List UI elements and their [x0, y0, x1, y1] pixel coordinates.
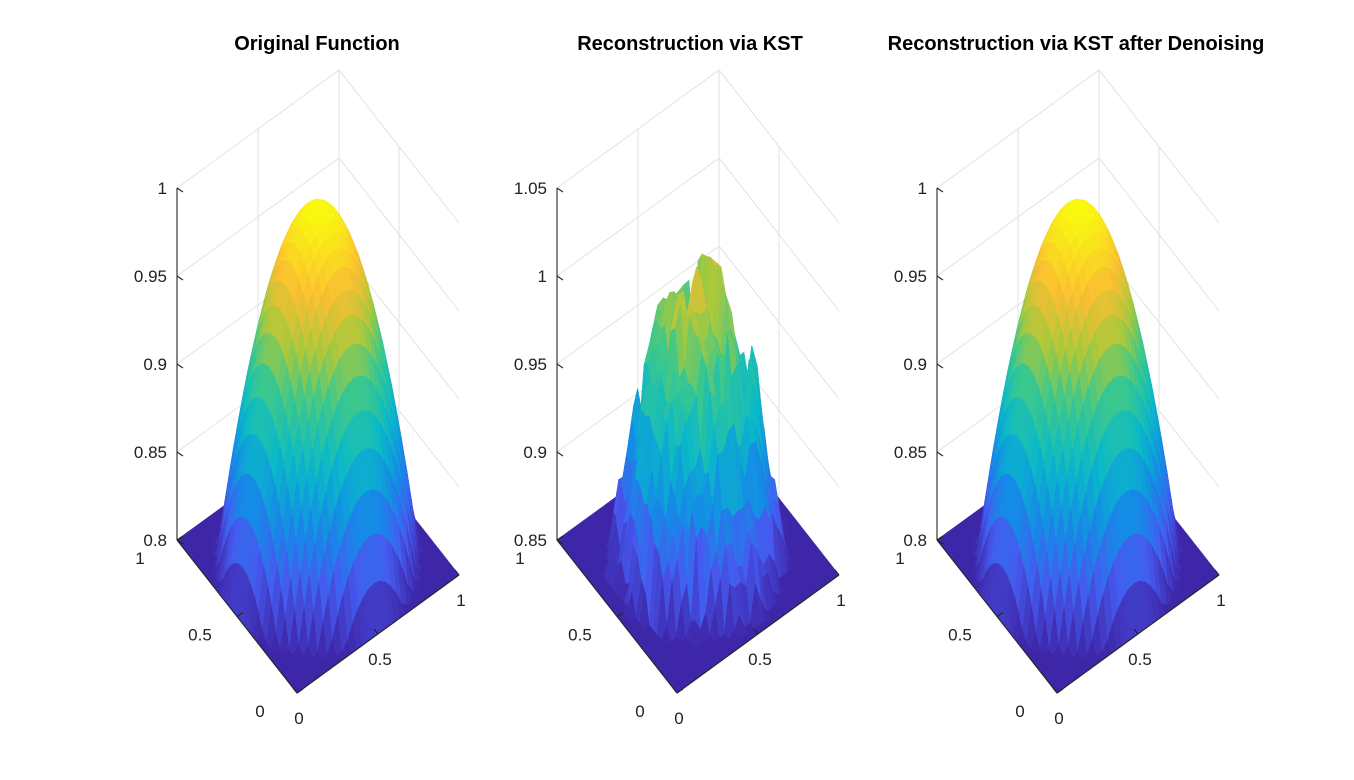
z-tick-label: 0.9 — [523, 443, 547, 462]
z-tick-label: 1.05 — [514, 179, 547, 198]
x-tick-label: 0.5 — [748, 650, 772, 669]
chart-title: Original Function — [234, 33, 400, 55]
x-tick-label: 0 — [674, 709, 683, 728]
y-tick-label: 0.5 — [188, 626, 212, 645]
z-tick-label: 0.95 — [134, 267, 167, 286]
z-tick-label: 0.85 — [894, 443, 927, 462]
chart-panel-2: Reconstruction via KST0.850.90.9511.0500… — [514, 33, 846, 728]
chart-panel-1: Original Function0.80.850.90.95100.5100.… — [134, 33, 466, 728]
surface — [176, 198, 460, 694]
x-tick-label: 0.5 — [368, 650, 392, 669]
axes: 0.8 0.85 0.9 0.95 1 0 0.5 1 0 0.5 1 — [894, 179, 1226, 728]
x-tick-label: 1 — [836, 591, 845, 610]
z-tick-label: 1 — [918, 179, 927, 198]
chart-title: Reconstruction via KST — [577, 33, 803, 55]
y-tick-label: 0 — [255, 702, 264, 721]
chart-title: Reconstruction via KST after Denoising — [888, 33, 1265, 55]
x-tick-label: 0 — [294, 709, 303, 728]
chart-panel-3: Reconstruction via KST after Denoising 0.… — [888, 33, 1265, 728]
axes: 0.8 0.85 0.9 0.95 1 0 0.5 1 0 0.5 1 — [134, 179, 466, 728]
z-tick-label: 0.85 — [514, 531, 547, 550]
y-tick-label: 0.5 — [948, 626, 972, 645]
y-tick-label: 1 — [895, 549, 904, 568]
axes: 0.85 0.9 0.95 1 1.05 0 0.5 1 0 0.5 1 — [514, 179, 846, 728]
z-tick-label: 0.9 — [143, 355, 167, 374]
y-tick-label: 1 — [135, 549, 144, 568]
y-tick-label: 1 — [515, 549, 524, 568]
z-tick-label: 1 — [538, 267, 547, 286]
z-tick-label: 0.95 — [894, 267, 927, 286]
z-tick-label: 0.9 — [903, 355, 927, 374]
z-tick-label: 0.95 — [514, 355, 547, 374]
x-tick-label: 1 — [1216, 591, 1225, 610]
y-tick-label: 0.5 — [568, 626, 592, 645]
surface — [936, 198, 1220, 694]
z-tick-label: 0.8 — [143, 531, 167, 550]
z-tick-label: 0.8 — [903, 531, 927, 550]
y-tick-label: 0 — [1015, 702, 1024, 721]
x-tick-label: 1 — [456, 591, 465, 610]
x-tick-label: 0.5 — [1128, 650, 1152, 669]
z-tick-label: 1 — [158, 179, 167, 198]
z-tick-label: 0.85 — [134, 443, 167, 462]
surface — [556, 253, 840, 694]
y-tick-label: 0 — [635, 702, 644, 721]
x-tick-label: 0 — [1054, 709, 1063, 728]
